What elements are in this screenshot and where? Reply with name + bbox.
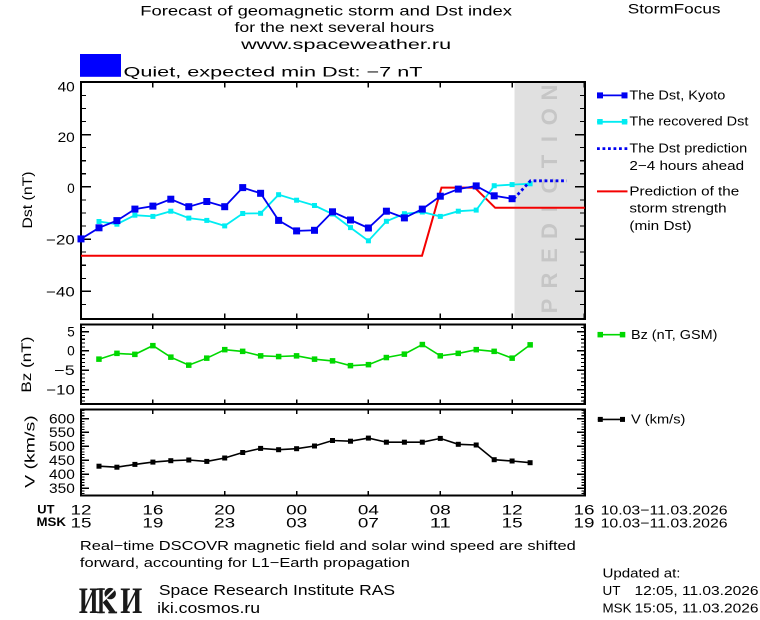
svg-text:11: 11 [430,515,451,531]
svg-text:16: 16 [142,502,163,518]
svg-text:10.03−11.03.2026: 10.03−11.03.2026 [601,516,728,531]
svg-text:V (km/s): V (km/s) [23,415,38,488]
svg-text:08: 08 [430,502,451,518]
svg-text:T: T [537,154,562,168]
svg-text:E: E [537,248,562,263]
svg-text:−5: −5 [54,363,75,378]
svg-text:12: 12 [502,502,523,518]
svg-text:Updated at:: Updated at: [603,567,681,581]
svg-text:The Dst prediction: The Dst prediction [629,140,747,155]
svg-text:Real−time DSCOVR magnetic fiel: Real−time DSCOVR magnetic field and sola… [80,538,576,553]
svg-text:15: 15 [502,515,523,531]
svg-text:P: P [537,299,562,314]
svg-text:350: 350 [49,481,75,496]
svg-text:15: 15 [71,515,92,531]
svg-text:Quiet, expected min Dst: −7 nT: Quiet, expected min Dst: −7 nT [124,64,424,80]
svg-text:550: 550 [49,425,75,440]
svg-text:O: O [537,108,562,125]
svg-text:(min Dst): (min Dst) [629,218,691,233]
svg-text:400: 400 [49,467,75,482]
svg-text:15:05, 11.03.2026: 15:05, 11.03.2026 [635,602,759,616]
svg-text:19: 19 [142,515,163,531]
svg-text:0: 0 [67,344,75,359]
svg-text:Forecast of geomagnetic storm: Forecast of geomagnetic storm and Dst in… [140,2,512,18]
svg-text:MSK: MSK [603,602,633,616]
svg-text:Bz (nT): Bz (nT) [19,337,34,393]
svg-text:0: 0 [67,181,75,196]
svg-text:D: D [537,223,562,239]
svg-text:07: 07 [358,515,379,531]
svg-text:2−4 hours ahead: 2−4 hours ahead [629,158,744,173]
svg-text:40: 40 [58,80,75,95]
svg-text:450: 450 [49,453,75,468]
svg-text:storm strength: storm strength [629,201,726,216]
svg-text:www.spaceweather.ru: www.spaceweather.ru [240,36,452,52]
svg-text:The Dst, Kyoto: The Dst, Kyoto [629,87,725,102]
svg-text:for the next several hours: for the next several hours [235,19,435,35]
svg-text:03: 03 [286,515,307,531]
svg-text:00: 00 [286,502,307,518]
svg-text:10.03−11.03.2026: 10.03−11.03.2026 [601,503,728,518]
svg-text:12:05, 11.03.2026: 12:05, 11.03.2026 [635,584,759,598]
svg-text:Space Research Institute RAS: Space Research Institute RAS [159,582,395,599]
svg-text:I: I [537,136,562,142]
svg-text:V (km/s): V (km/s) [631,411,685,426]
svg-text:12: 12 [71,502,92,518]
svg-text:R: R [537,272,562,288]
svg-text:Prediction of the: Prediction of the [629,183,739,198]
svg-text:MSK: MSK [37,517,67,529]
svg-text:600: 600 [49,411,75,426]
svg-text:I: I [537,206,562,212]
svg-text:UT: UT [37,504,54,516]
svg-text:The recovered Dst: The recovered Dst [629,114,748,129]
svg-text:И: И [79,581,99,620]
svg-text:Bz (nT, GSM): Bz (nT, GSM) [631,327,717,342]
svg-text:iki.cosmos.ru: iki.cosmos.ru [157,600,260,617]
svg-text:23: 23 [214,515,235,531]
svg-text:forward, accounting for L1−Ear: forward, accounting for L1−Earth propaga… [80,555,410,570]
svg-text:UT: UT [603,584,621,598]
svg-text:Dst (nT): Dst (nT) [20,172,35,229]
svg-text:19: 19 [574,515,595,531]
svg-text:20: 20 [58,130,75,145]
svg-text:StormFocus: StormFocus [628,0,721,16]
svg-text:−20: −20 [46,232,75,247]
svg-text:04: 04 [358,502,379,518]
svg-text:16: 16 [574,502,595,518]
svg-text:И: И [120,581,142,620]
svg-text:500: 500 [49,439,75,454]
svg-text:N: N [537,85,562,101]
svg-text:5: 5 [67,324,75,339]
svg-text:−10: −10 [46,382,74,397]
svg-text:−40: −40 [46,284,75,299]
svg-text:20: 20 [214,502,235,518]
